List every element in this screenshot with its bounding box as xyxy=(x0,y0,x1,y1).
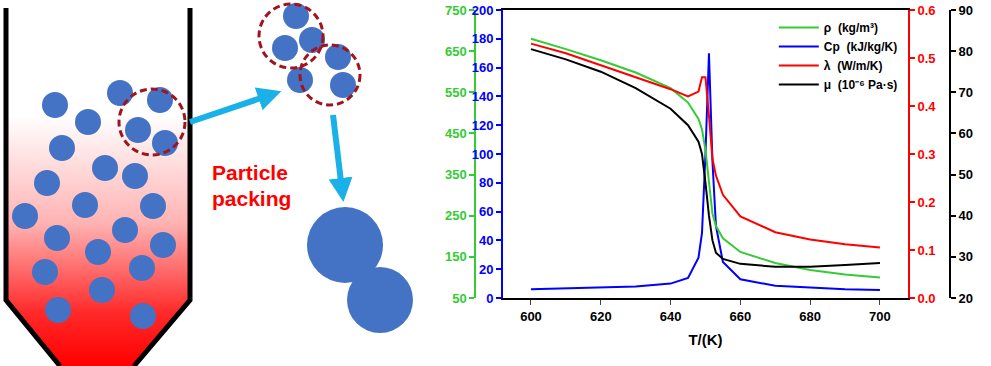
svg-text:T/(K): T/(K) xyxy=(688,331,722,348)
svg-text:0.3: 0.3 xyxy=(917,147,935,162)
svg-text:660: 660 xyxy=(730,309,752,324)
svg-text:20: 20 xyxy=(958,291,972,306)
svg-text:90: 90 xyxy=(958,3,972,18)
svg-text:550: 550 xyxy=(445,85,467,100)
svg-text:0: 0 xyxy=(486,291,493,306)
svg-text:Particlepacking: Particlepacking xyxy=(212,161,291,210)
svg-text:0.5: 0.5 xyxy=(917,51,935,66)
svg-text:50: 50 xyxy=(452,291,466,306)
svg-text:ρ (kg/m³): ρ (kg/m³) xyxy=(824,21,878,35)
svg-text:600: 600 xyxy=(520,309,542,324)
svg-text:λ (W/m/K): λ (W/m/K) xyxy=(824,59,883,73)
svg-text:620: 620 xyxy=(590,309,612,324)
svg-text:60: 60 xyxy=(479,204,493,219)
svg-text:700: 700 xyxy=(869,309,891,324)
svg-text:680: 680 xyxy=(799,309,821,324)
svg-text:40: 40 xyxy=(958,208,972,223)
svg-text:Cp (kJ/kg/K): Cp (kJ/kg/K) xyxy=(824,40,897,54)
svg-text:200: 200 xyxy=(472,3,494,18)
svg-text:450: 450 xyxy=(445,126,467,141)
svg-text:120: 120 xyxy=(472,118,494,133)
svg-text:50: 50 xyxy=(958,167,972,182)
svg-text:100: 100 xyxy=(472,147,494,162)
svg-text:160: 160 xyxy=(472,60,494,75)
svg-text:640: 640 xyxy=(660,309,682,324)
svg-text:80: 80 xyxy=(479,175,493,190)
svg-text:0.0: 0.0 xyxy=(917,291,935,306)
svg-text:60: 60 xyxy=(958,126,972,141)
svg-text:0.4: 0.4 xyxy=(917,99,936,114)
svg-text:0.6: 0.6 xyxy=(917,3,935,18)
svg-text:250: 250 xyxy=(445,208,467,223)
svg-text:40: 40 xyxy=(479,233,493,248)
svg-text:140: 140 xyxy=(472,89,494,104)
svg-text:0.1: 0.1 xyxy=(917,243,935,258)
svg-text:0.2: 0.2 xyxy=(917,195,935,210)
svg-text:30: 30 xyxy=(958,249,972,264)
svg-text:70: 70 xyxy=(958,85,972,100)
svg-text:μ (10⁻⁶ Pa·s): μ (10⁻⁶ Pa·s) xyxy=(824,78,898,92)
svg-text:20: 20 xyxy=(479,262,493,277)
svg-text:650: 650 xyxy=(445,44,467,59)
svg-text:750: 750 xyxy=(445,3,467,18)
svg-text:80: 80 xyxy=(958,44,972,59)
svg-text:180: 180 xyxy=(472,31,494,46)
svg-text:150: 150 xyxy=(445,249,467,264)
svg-text:350: 350 xyxy=(445,167,467,182)
